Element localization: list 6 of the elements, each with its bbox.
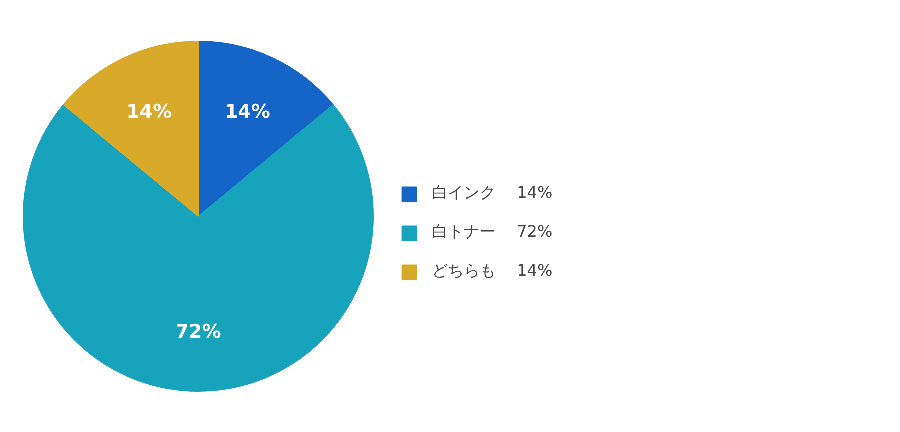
data-label: 14%: [224, 100, 270, 123]
legend-label: 白インク 14%: [432, 183, 553, 204]
legend-label: どちらも 14%: [432, 261, 553, 282]
data-label: 72%: [176, 321, 222, 343]
legend-label: 白トナー 72%: [432, 222, 553, 243]
data-label: 14%: [126, 100, 172, 123]
